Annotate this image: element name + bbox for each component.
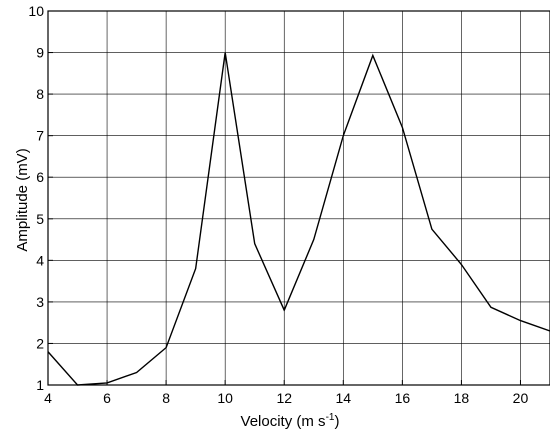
x-tick-label: 10 [217, 390, 233, 406]
y-axis-label: Amplitude (mV) [14, 148, 31, 251]
x-tick-label: 8 [162, 390, 170, 406]
y-tick-label: 5 [36, 211, 44, 227]
x-tick-label: 4 [44, 390, 52, 406]
plot-frame [47, 10, 550, 386]
x-tick-labels: 4 6 8 10 12 14 16 18 20 [44, 390, 528, 406]
x-axis-label: Velocity (m s-1) [241, 412, 340, 430]
x-tick-label: 6 [103, 390, 111, 406]
y-tick-label: 8 [36, 86, 44, 102]
y-tick-label: 7 [36, 128, 44, 144]
series-line [47, 52, 550, 386]
grid-lines [47, 10, 550, 386]
x-tick-label: 14 [336, 390, 352, 406]
x-tick-label: 12 [276, 390, 292, 406]
tick-marks [47, 10, 521, 386]
y-tick-label: 9 [36, 45, 44, 61]
y-tick-labels: 1 2 3 4 5 6 7 8 9 10 [28, 3, 44, 393]
y-tick-label: 4 [36, 252, 44, 268]
y-tick-label: 10 [28, 3, 44, 19]
series-layer [47, 52, 550, 386]
y-tick-label: 2 [36, 335, 44, 351]
x-tick-label: 18 [454, 390, 470, 406]
y-tick-label: 3 [36, 294, 44, 310]
x-tick-label: 20 [513, 390, 529, 406]
y-tick-label: 6 [36, 169, 44, 185]
x-tick-label: 16 [395, 390, 411, 406]
y-tick-label: 1 [36, 377, 44, 393]
